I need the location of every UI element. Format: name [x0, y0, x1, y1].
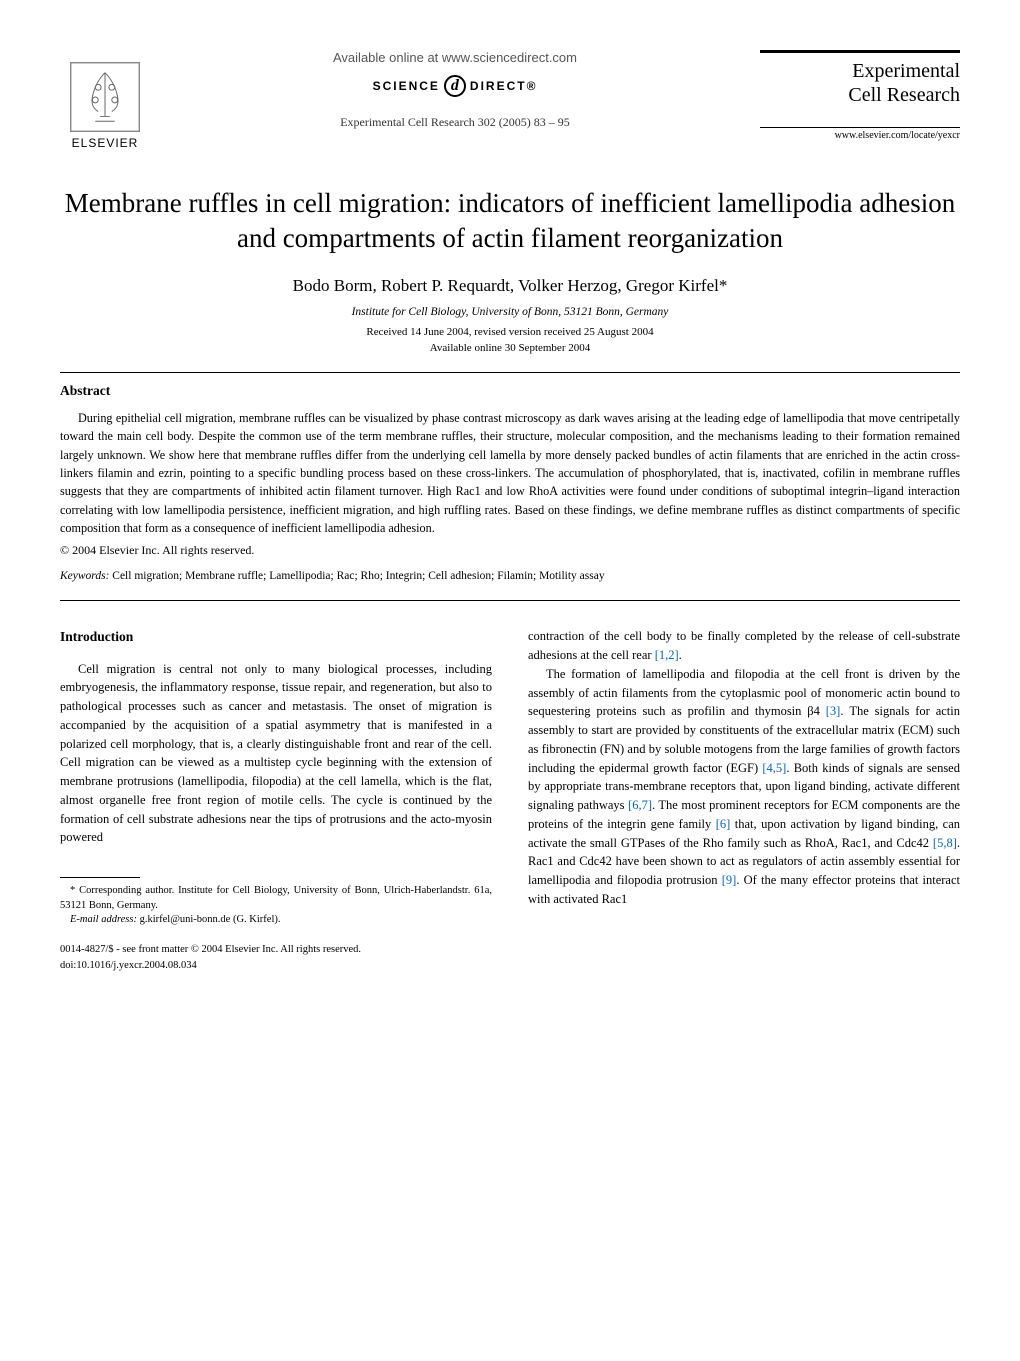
authors-list: Bodo Borm, Robert P. Requardt, Volker He… [60, 276, 960, 296]
article-title: Membrane ruffles in cell migration: indi… [60, 186, 960, 256]
cite-1-2[interactable]: [1,2] [655, 648, 679, 662]
journal-url: www.elsevier.com/locate/yexcr [760, 127, 960, 141]
introduction-heading: Introduction [60, 627, 492, 647]
footnote-separator [60, 877, 140, 878]
left-column: Introduction Cell migration is central n… [60, 627, 492, 973]
received-date: Received 14 June 2004, revised version r… [60, 326, 960, 338]
publisher-name: ELSEVIER [72, 136, 139, 150]
cite-5-8[interactable]: [5,8] [933, 836, 957, 850]
divider-top [60, 372, 960, 373]
center-header: Available online at www.sciencedirect.co… [150, 50, 760, 130]
cite-4-5[interactable]: [4,5] [762, 761, 786, 775]
sd-circle-icon: d [444, 75, 466, 97]
doi-line: doi:10.1016/j.yexcr.2004.08.034 [60, 958, 492, 974]
cite-6-7[interactable]: [6,7] [628, 798, 652, 812]
intro-right-p1: contraction of the cell body to be final… [528, 627, 960, 665]
journal-title-line2: Cell Research [760, 83, 960, 107]
sciencedirect-logo: SCIENCE d DIRECT® [373, 75, 538, 97]
two-column-body: Introduction Cell migration is central n… [60, 627, 960, 973]
abstract-heading: Abstract [60, 383, 960, 399]
journal-header: ELSEVIER Available online at www.science… [60, 50, 960, 150]
frontmatter-line: 0014-4827/$ - see front matter © 2004 El… [60, 942, 492, 958]
cite-9[interactable]: [9] [722, 873, 737, 887]
elsevier-tree-icon [70, 62, 140, 132]
corresponding-footnote: * Corresponding author. Institute for Ce… [60, 884, 492, 913]
elsevier-logo: ELSEVIER [60, 50, 150, 150]
abstract-text: During epithelial cell migration, membra… [60, 409, 960, 537]
journal-title-box: Experimental Cell Research www.elsevier.… [760, 50, 960, 141]
keywords-label: Keywords: [60, 570, 109, 582]
available-online-text: Available online at www.sciencedirect.co… [170, 50, 740, 65]
keywords-list: Cell migration; Membrane ruffle; Lamelli… [112, 570, 604, 582]
email-footnote: E-mail address: g.kirfel@uni-bonn.de (G.… [60, 913, 492, 928]
intro-r1b: . [679, 648, 682, 662]
intro-right-p2: The formation of lamellipodia and filopo… [528, 665, 960, 909]
keywords-row: Keywords: Cell migration; Membrane ruffl… [60, 570, 960, 582]
journal-title-line1: Experimental [760, 59, 960, 83]
divider-bottom [60, 600, 960, 601]
cite-6[interactable]: [6] [716, 817, 731, 831]
sd-science-text: SCIENCE [373, 79, 440, 93]
journal-reference: Experimental Cell Research 302 (2005) 83… [170, 115, 740, 130]
available-date: Available online 30 September 2004 [60, 342, 960, 354]
copyright-text: © 2004 Elsevier Inc. All rights reserved… [60, 543, 960, 558]
intro-r1a: contraction of the cell body to be final… [528, 629, 960, 662]
sd-direct-text: DIRECT® [470, 79, 538, 93]
cite-3[interactable]: [3] [826, 704, 841, 718]
affiliation: Institute for Cell Biology, University o… [60, 306, 960, 318]
intro-left-p1: Cell migration is central not only to ma… [60, 660, 492, 848]
right-column: contraction of the cell body to be final… [528, 627, 960, 973]
email-value: g.kirfel@uni-bonn.de (G. Kirfel). [140, 914, 281, 925]
abstract-body: During epithelial cell migration, membra… [60, 409, 960, 537]
email-label: E-mail address: [70, 914, 137, 925]
